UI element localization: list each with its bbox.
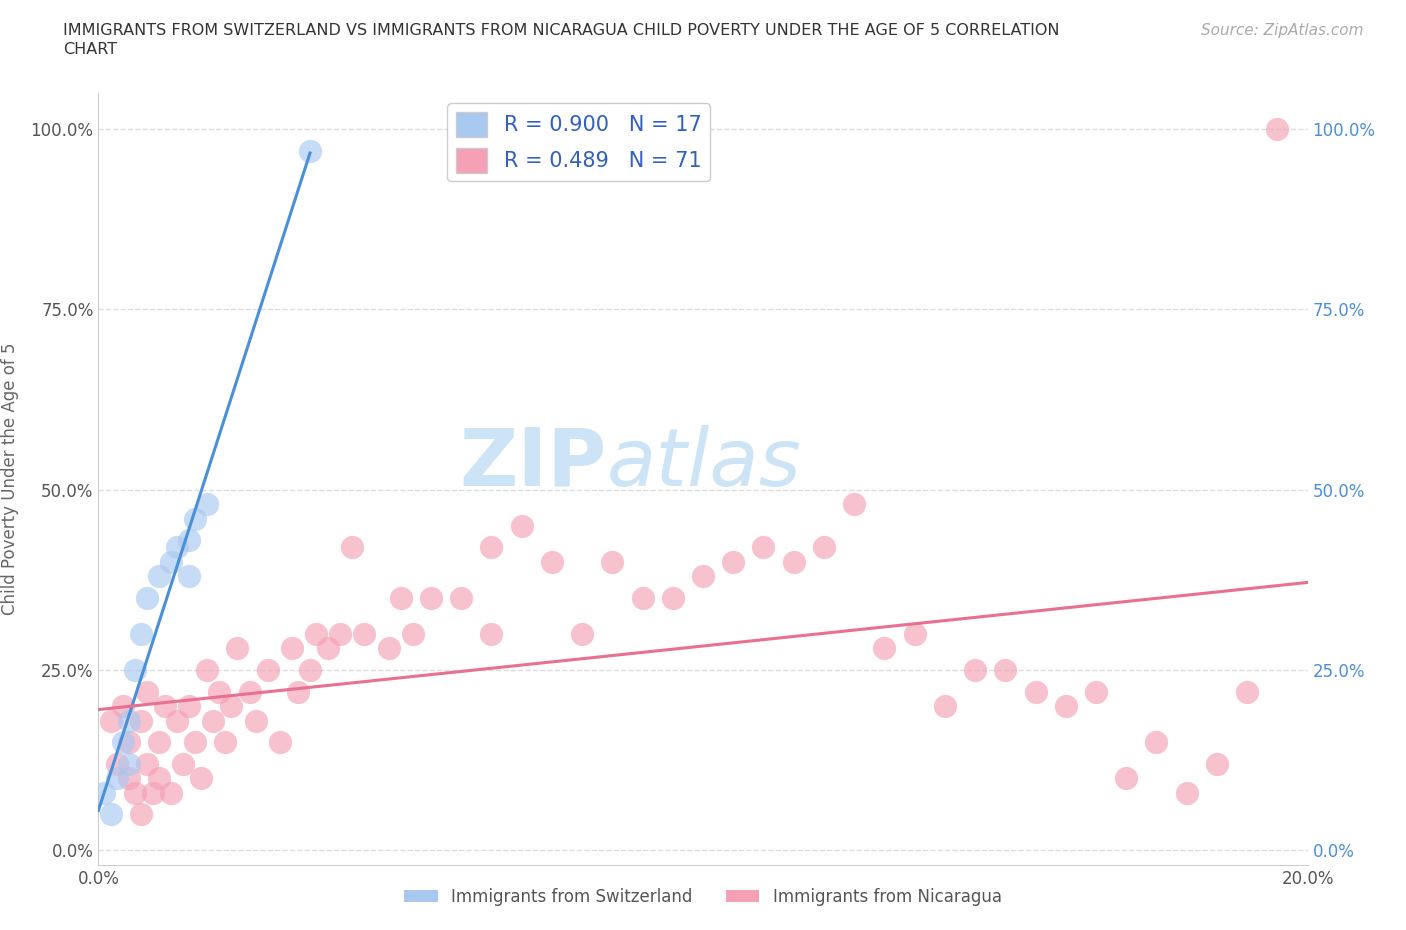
Point	[148, 735, 170, 750]
Point	[1054, 698, 1077, 713]
Text: IMMIGRANTS FROM SWITZERLAND VS IMMIGRANTS FROM NICARAGUA CHILD POVERTY UNDER THE: IMMIGRANTS FROM SWITZERLAND VS IMMIGRANT…	[63, 23, 1060, 38]
Point	[602, 554, 624, 569]
Point	[148, 569, 170, 584]
Point	[153, 698, 176, 713]
Point	[245, 713, 267, 728]
Point	[571, 627, 593, 642]
Point	[129, 627, 152, 642]
Text: CHART: CHART	[63, 42, 117, 57]
Legend: Immigrants from Switzerland, Immigrants from Nicaragua: Immigrants from Switzerland, Immigrants …	[398, 881, 1008, 912]
Point	[692, 569, 714, 584]
Point	[172, 756, 194, 771]
Text: atlas: atlas	[606, 424, 801, 502]
Point	[1024, 684, 1046, 699]
Point	[111, 698, 134, 713]
Point	[160, 785, 183, 800]
Point	[420, 591, 443, 605]
Point	[166, 713, 188, 728]
Point	[190, 771, 212, 786]
Point	[105, 756, 128, 771]
Point	[1115, 771, 1137, 786]
Point	[934, 698, 956, 713]
Point	[124, 785, 146, 800]
Point	[1206, 756, 1229, 771]
Point	[481, 540, 503, 555]
Point	[723, 554, 745, 569]
Text: Source: ZipAtlas.com: Source: ZipAtlas.com	[1201, 23, 1364, 38]
Point	[813, 540, 835, 555]
Point	[118, 735, 141, 750]
Point	[93, 785, 115, 800]
Point	[142, 785, 165, 800]
Point	[184, 735, 207, 750]
Point	[510, 518, 533, 533]
Point	[481, 627, 503, 642]
Point	[118, 713, 141, 728]
Point	[100, 713, 122, 728]
Point	[269, 735, 291, 750]
Point	[118, 756, 141, 771]
Point	[118, 771, 141, 786]
Point	[239, 684, 262, 699]
Point	[329, 627, 352, 642]
Point	[631, 591, 654, 605]
Point	[195, 663, 218, 678]
Point	[184, 512, 207, 526]
Point	[316, 641, 339, 656]
Point	[256, 663, 278, 678]
Point	[105, 771, 128, 786]
Point	[389, 591, 412, 605]
Point	[129, 807, 152, 822]
Point	[342, 540, 364, 555]
Point	[1175, 785, 1198, 800]
Point	[111, 735, 134, 750]
Point	[179, 569, 201, 584]
Point	[202, 713, 225, 728]
Point	[148, 771, 170, 786]
Point	[100, 807, 122, 822]
Point	[281, 641, 304, 656]
Point	[124, 663, 146, 678]
Point	[166, 540, 188, 555]
Text: ZIP: ZIP	[458, 424, 606, 502]
Point	[783, 554, 806, 569]
Point	[1085, 684, 1108, 699]
Point	[129, 713, 152, 728]
Point	[402, 627, 425, 642]
Point	[540, 554, 562, 569]
Point	[195, 497, 218, 512]
Point	[179, 533, 201, 548]
Point	[135, 684, 157, 699]
Point	[661, 591, 683, 605]
Point	[179, 698, 201, 713]
Point	[135, 591, 157, 605]
Point	[353, 627, 375, 642]
Point	[160, 554, 183, 569]
Point	[994, 663, 1017, 678]
Point	[299, 143, 322, 158]
Point	[1236, 684, 1258, 699]
Point	[208, 684, 231, 699]
Point	[305, 627, 328, 642]
Point	[287, 684, 309, 699]
Point	[752, 540, 775, 555]
Point	[1267, 122, 1289, 137]
Point	[1144, 735, 1167, 750]
Point	[873, 641, 896, 656]
Point	[450, 591, 472, 605]
Legend: R = 0.900   N = 17, R = 0.489   N = 71: R = 0.900 N = 17, R = 0.489 N = 71	[447, 103, 710, 181]
Y-axis label: Child Poverty Under the Age of 5: Child Poverty Under the Age of 5	[1, 342, 20, 616]
Point	[844, 497, 866, 512]
Point	[904, 627, 927, 642]
Point	[377, 641, 399, 656]
Point	[221, 698, 243, 713]
Point	[226, 641, 249, 656]
Point	[299, 663, 322, 678]
Point	[214, 735, 236, 750]
Point	[135, 756, 157, 771]
Point	[965, 663, 987, 678]
